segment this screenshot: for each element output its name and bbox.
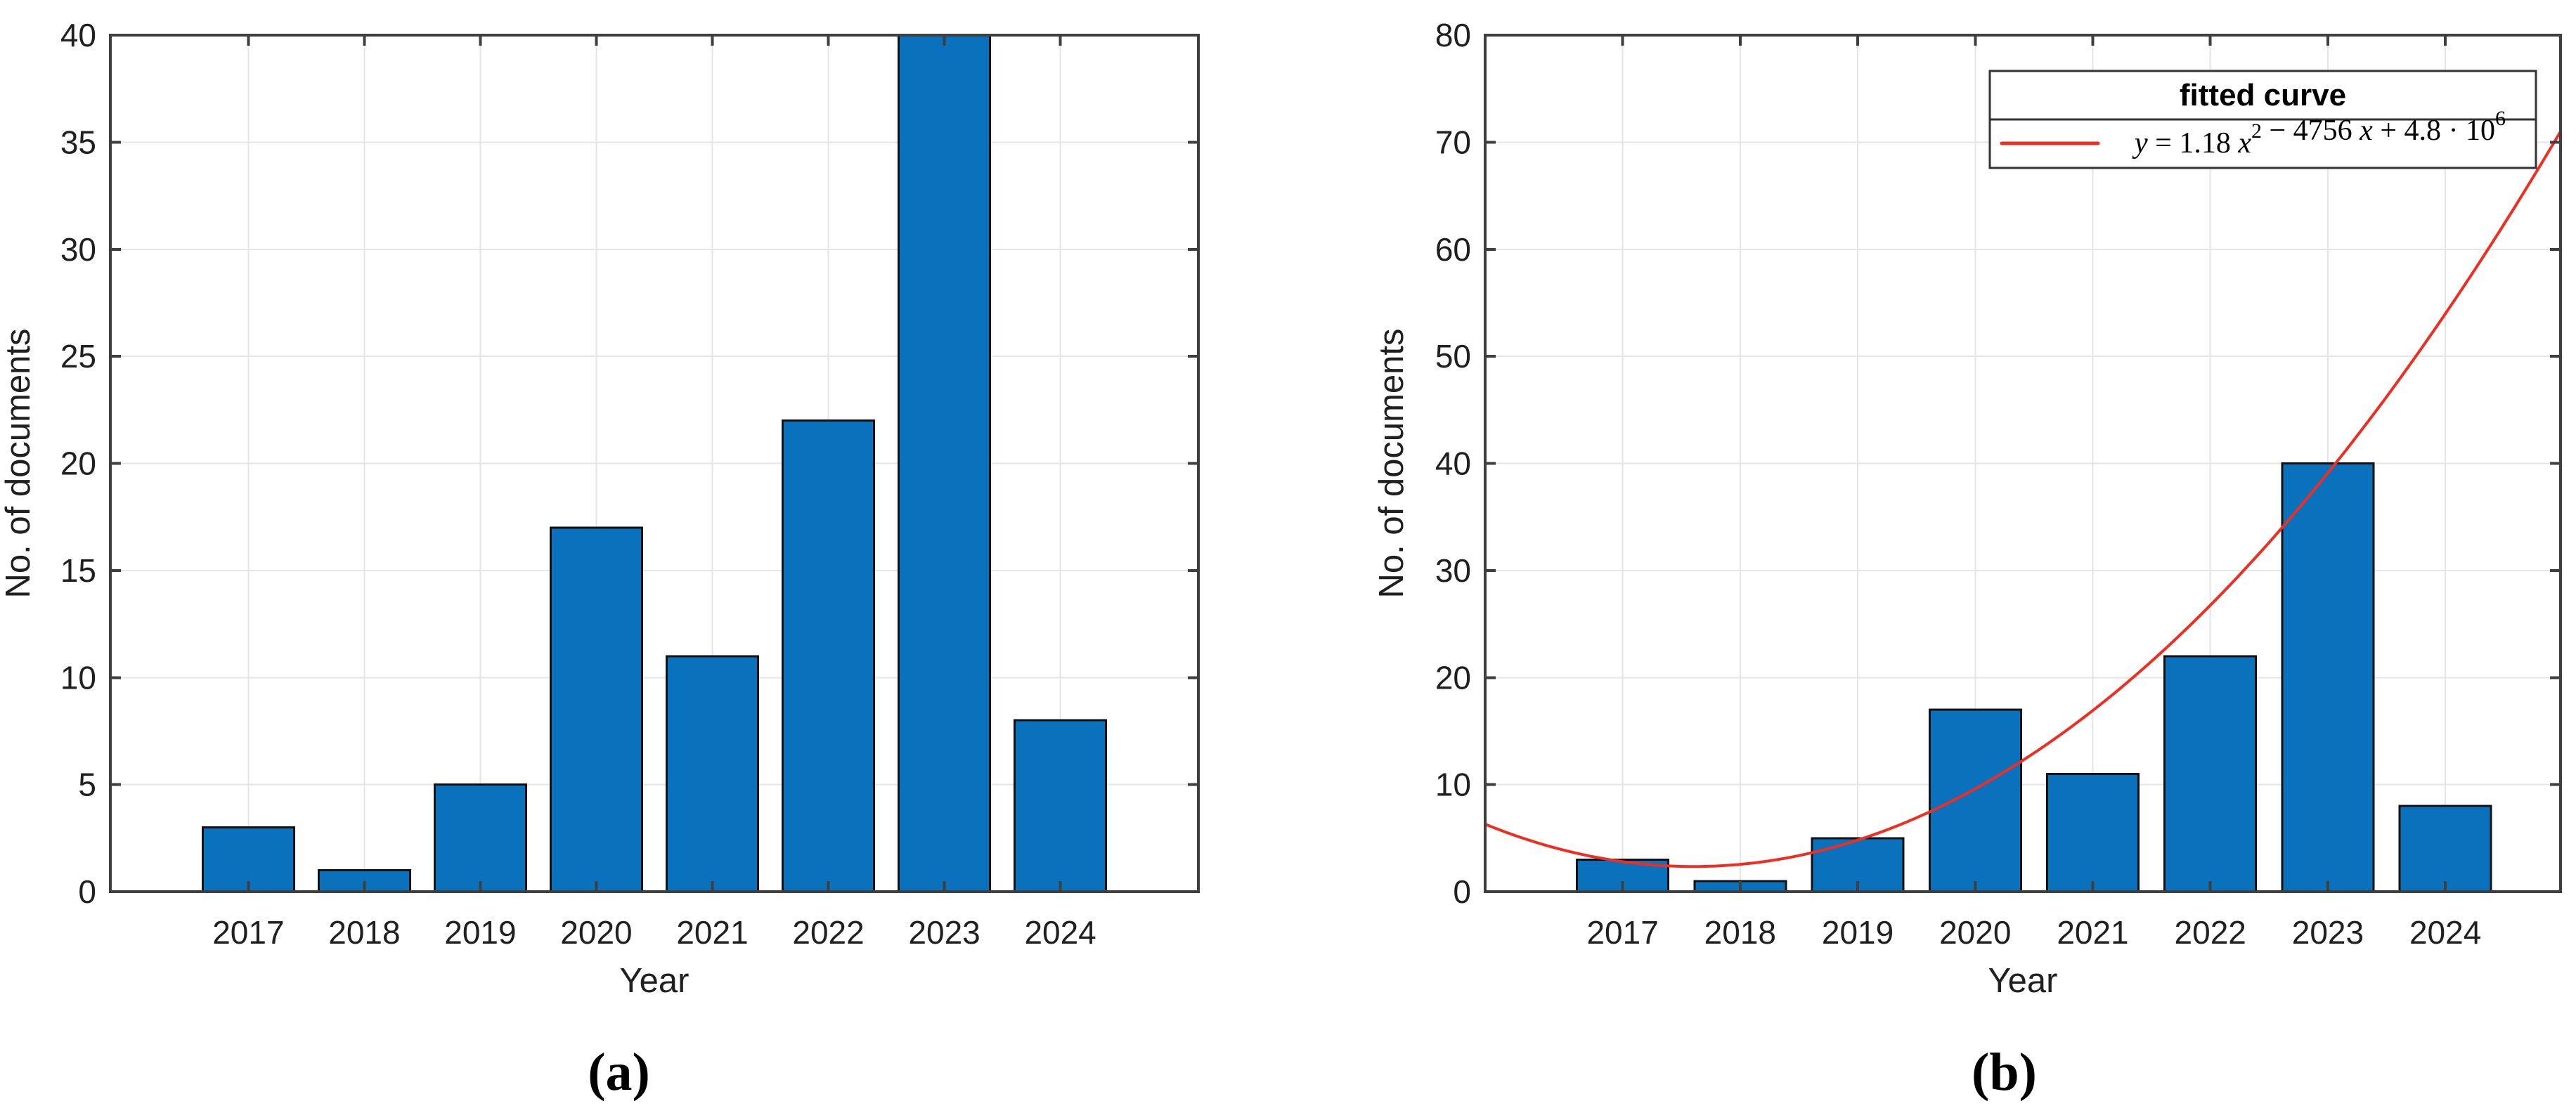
x-axis-label: Year [619, 962, 689, 1000]
bar-2022 [782, 419, 876, 893]
y-tick-labels: 0 10 20 30 40 50 60 70 80 [1435, 17, 1471, 910]
y-tick-label: 80 [1435, 17, 1471, 53]
x-tick-label: 2017 [212, 914, 284, 951]
y-tick-label: 30 [1435, 552, 1471, 589]
chart-a-bar-chart: 2017 2018 2019 2020 2021 2022 2023 2024 0 5 10 15 20… [0, 17, 1200, 1000]
x-tick-label: 2020 [560, 914, 632, 951]
x-tick-label: 2017 [1586, 914, 1658, 951]
x-tick-label: 2019 [1822, 914, 1894, 951]
y-tick-label: 5 [78, 767, 96, 803]
x-tick-labels: 2017 2018 2019 2020 2021 2022 2023 2024 [212, 914, 1096, 951]
bar-2023 [2281, 462, 2375, 893]
bar-2020 [1928, 708, 2022, 893]
y-axis-label: No. of documents [0, 328, 37, 598]
bar-2019 [433, 783, 527, 893]
x-tick-label: 2019 [444, 914, 516, 951]
bar-2024 [2398, 805, 2492, 893]
bar-2021 [2045, 772, 2140, 893]
tick-marks [110, 34, 1198, 893]
tick-marks [1485, 34, 2561, 893]
x-tick-label: 2021 [676, 914, 748, 951]
bar-2023 [898, 34, 992, 893]
x-tick-label: 2022 [2175, 914, 2246, 951]
y-tick-label: 0 [1453, 873, 1471, 910]
y-tick-label: 40 [60, 17, 96, 53]
x-tick-label: 2023 [908, 914, 980, 951]
bar-2021 [666, 655, 760, 893]
y-tick-label: 10 [1435, 767, 1471, 803]
bar-2022 [2163, 655, 2258, 893]
x-tick-label: 2018 [328, 914, 400, 951]
x-tick-label: 2024 [2409, 914, 2481, 951]
y-tick-label: 30 [60, 231, 96, 268]
y-tick-label: 10 [60, 659, 96, 696]
y-tick-label: 40 [1435, 445, 1471, 482]
y-tick-label: 25 [60, 338, 96, 375]
y-tick-labels: 0 5 10 15 20 25 30 35 40 [60, 17, 96, 910]
x-tick-labels: 2017 2018 2019 2020 2021 2022 2023 2024 [1586, 914, 2481, 951]
y-tick-label: 70 [1435, 124, 1471, 160]
y-tick-label: 50 [1435, 338, 1471, 375]
caption-a: (a) [588, 1043, 650, 1102]
bar-2020 [549, 526, 643, 893]
fitted-curve-line [1485, 130, 2561, 868]
legend-equation: y = 1.18 x2 − 4756 x + 4.8 · 106 [2132, 107, 2506, 160]
legend-title: fitted curve [2180, 78, 2346, 112]
bar-2024 [1014, 719, 1108, 893]
bar-series [1576, 462, 2492, 893]
y-tick-label: 60 [1435, 231, 1471, 268]
x-tick-label: 2022 [792, 914, 864, 951]
y-tick-label: 35 [60, 124, 96, 160]
y-axis-label: No. of documents [1373, 328, 1411, 598]
x-tick-label: 2023 [2292, 914, 2364, 951]
x-tick-label: 2021 [2057, 914, 2128, 951]
y-tick-label: 20 [1435, 659, 1471, 696]
caption-b: (b) [1972, 1043, 2037, 1102]
x-tick-label: 2024 [1024, 914, 1096, 951]
y-tick-label: 15 [60, 552, 96, 589]
y-tick-label: 20 [60, 445, 96, 482]
chart-b-bar-chart-with-fit: 2017 2018 2019 2020 2021 2022 2023 2024 0 10 20 30 4… [1373, 17, 2562, 1000]
bar-2019 [1811, 837, 1905, 893]
bar-series [201, 34, 1108, 893]
x-axis-label: Year [1988, 962, 2057, 1000]
x-tick-label: 2020 [1939, 914, 2011, 951]
x-tick-label: 2018 [1704, 914, 1776, 951]
y-tick-label: 0 [78, 873, 96, 910]
